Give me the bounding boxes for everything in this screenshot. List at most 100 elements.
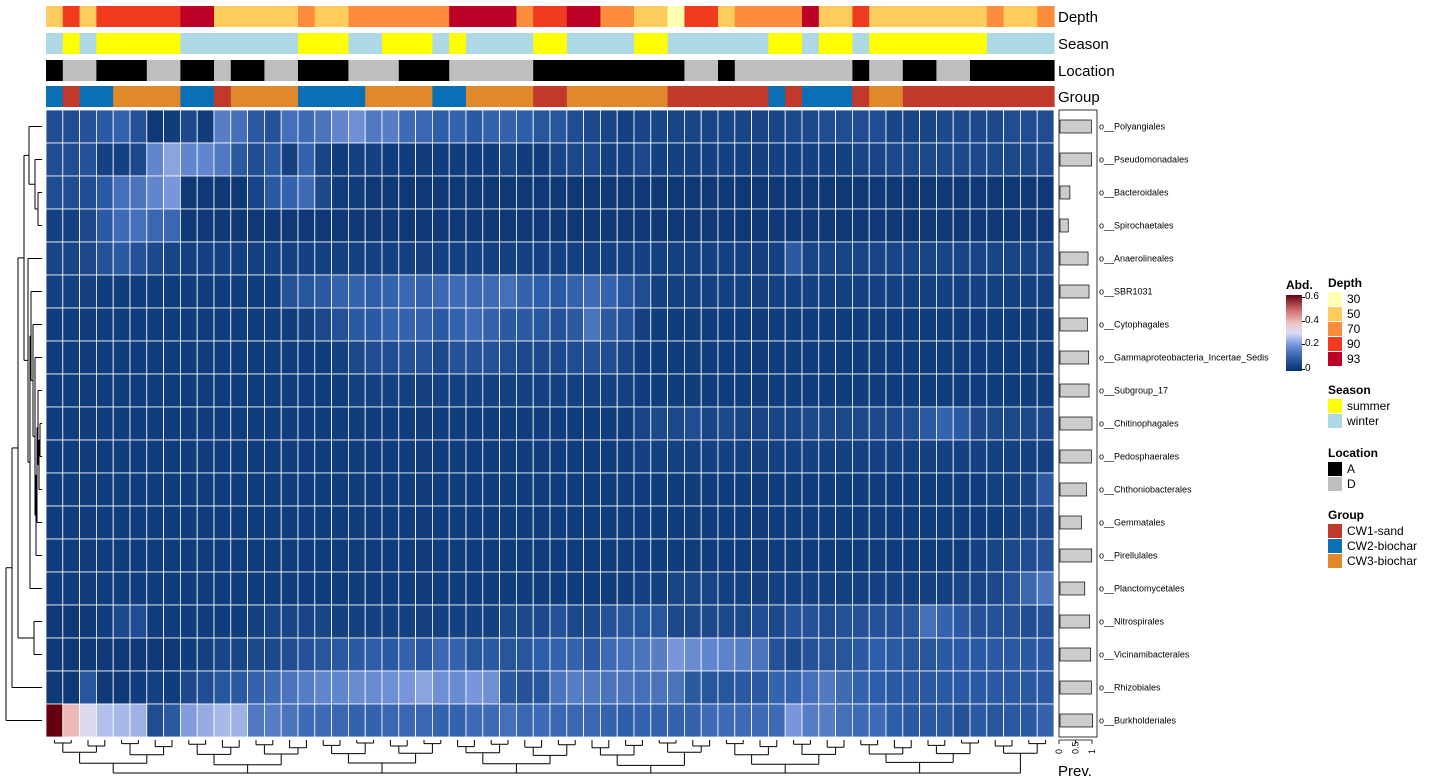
heatmap-cell: [868, 439, 887, 474]
heatmap-cell: [263, 373, 282, 408]
group-annotation-cell: [298, 86, 316, 107]
heatmap-cell: [600, 505, 618, 540]
heatmap-cell: [45, 505, 64, 540]
heatmap-cell: [919, 406, 937, 441]
heatmap-cell: [179, 406, 198, 441]
heatmap-cell: [902, 505, 920, 540]
heatmap-cell: [196, 340, 215, 375]
depth-annotation-cell: [600, 6, 618, 27]
heatmap-cell: [465, 505, 484, 540]
heatmap-cell: [583, 571, 601, 606]
group-annotation-cell: [902, 86, 921, 107]
group-annotation-cell: [197, 86, 215, 107]
season-annotation-cell: [197, 33, 215, 54]
heatmap-cell: [179, 274, 198, 309]
heatmap-cell: [62, 208, 80, 243]
heatmap-cell: [633, 604, 652, 639]
heatmap-cell: [919, 175, 937, 210]
heatmap-cell: [1003, 175, 1021, 210]
heatmap-cell: [263, 340, 282, 375]
heatmap-cell: [667, 142, 685, 177]
heatmap-cell: [751, 373, 769, 408]
heatmap-cell: [448, 703, 467, 738]
heatmap-cell: [516, 373, 534, 408]
heatmap-cell: [667, 670, 685, 705]
depth-annotation-cell: [247, 6, 265, 27]
heatmap-cell: [347, 406, 366, 441]
heatmap-cell: [616, 505, 635, 540]
heatmap-cell: [146, 373, 165, 408]
location-legend-item: A: [1328, 461, 1378, 476]
heatmap-cell: [1036, 373, 1055, 408]
heatmap-cell: [969, 670, 988, 705]
heatmap-cell: [986, 274, 1004, 309]
heatmap-cell: [734, 538, 752, 573]
heatmap-cell: [331, 703, 349, 738]
heatmap-cell: [633, 175, 652, 210]
prevalence-bar: [1059, 251, 1089, 266]
group-legend-title: Group: [1328, 508, 1364, 522]
group-annotation-cell: [734, 86, 753, 107]
heatmap-cell: [213, 703, 232, 738]
heatmap-cell: [431, 241, 450, 276]
prevalence-bar: [1059, 680, 1092, 695]
heatmap-cell: [364, 208, 383, 243]
heatmap-cell: [986, 373, 1004, 408]
location-annotation-cell: [886, 60, 904, 81]
heatmap-cell: [818, 538, 836, 573]
season-annotation-cell: [96, 33, 114, 54]
heatmap-cell: [62, 439, 80, 474]
heatmap-cell: [297, 670, 316, 705]
heatmap-cell: [936, 373, 954, 408]
heatmap-cell: [112, 142, 131, 177]
heatmap-cell: [532, 439, 551, 474]
heatmap-cell: [667, 538, 685, 573]
heatmap-cell: [885, 241, 904, 276]
heatmap-cell: [566, 208, 584, 243]
heatmap-cell: [247, 703, 265, 738]
heatmap-cell: [314, 307, 332, 342]
heatmap-cell: [247, 142, 265, 177]
depth-legend-item: 50: [1328, 306, 1362, 321]
heatmap-cell: [700, 604, 719, 639]
depth-legend-item: 30: [1328, 291, 1362, 306]
heatmap-cell: [297, 538, 316, 573]
heatmap-cell: [146, 307, 165, 342]
heatmap-cell: [952, 505, 971, 540]
heatmap-cell: [482, 175, 500, 210]
heatmap-cell: [45, 538, 64, 573]
heatmap-cell: [230, 142, 249, 177]
heatmap-cell: [1036, 307, 1055, 342]
row-label: o__Rhizobiales: [1099, 683, 1161, 693]
heatmap-cell: [1020, 373, 1038, 408]
location-annotation-cell: [482, 60, 501, 81]
heatmap-cell: [263, 604, 282, 639]
heatmap-cell: [600, 208, 618, 243]
heatmap-cell: [415, 208, 433, 243]
heatmap-cell: [919, 670, 937, 705]
heatmap-cell: [96, 571, 114, 606]
heatmap-cell: [347, 637, 366, 672]
heatmap-cell: [717, 208, 736, 243]
heatmap-cell: [314, 670, 332, 705]
heatmap-cell: [163, 472, 181, 507]
group-annotation-cell: [1037, 86, 1055, 107]
heatmap-cell: [163, 571, 181, 606]
heatmap-cell: [297, 109, 316, 144]
heatmap-cell: [684, 373, 702, 408]
heatmap-cell: [230, 703, 249, 738]
heatmap-cell: [566, 175, 584, 210]
heatmap-cell: [717, 703, 736, 738]
heatmap-cell: [616, 340, 635, 375]
heatmap-cell: [650, 604, 668, 639]
season-annotation-cell: [768, 33, 786, 54]
heatmap-cell: [179, 703, 198, 738]
season-annotation-cell: [499, 33, 517, 54]
heatmap-cell: [936, 703, 954, 738]
heatmap-cell: [835, 274, 853, 309]
heatmap-cell: [549, 439, 568, 474]
heatmap-cell: [381, 208, 400, 243]
location-annotation-cell: [650, 60, 669, 81]
group-annotation-cell: [684, 86, 702, 107]
heatmap-cell: [751, 703, 769, 738]
